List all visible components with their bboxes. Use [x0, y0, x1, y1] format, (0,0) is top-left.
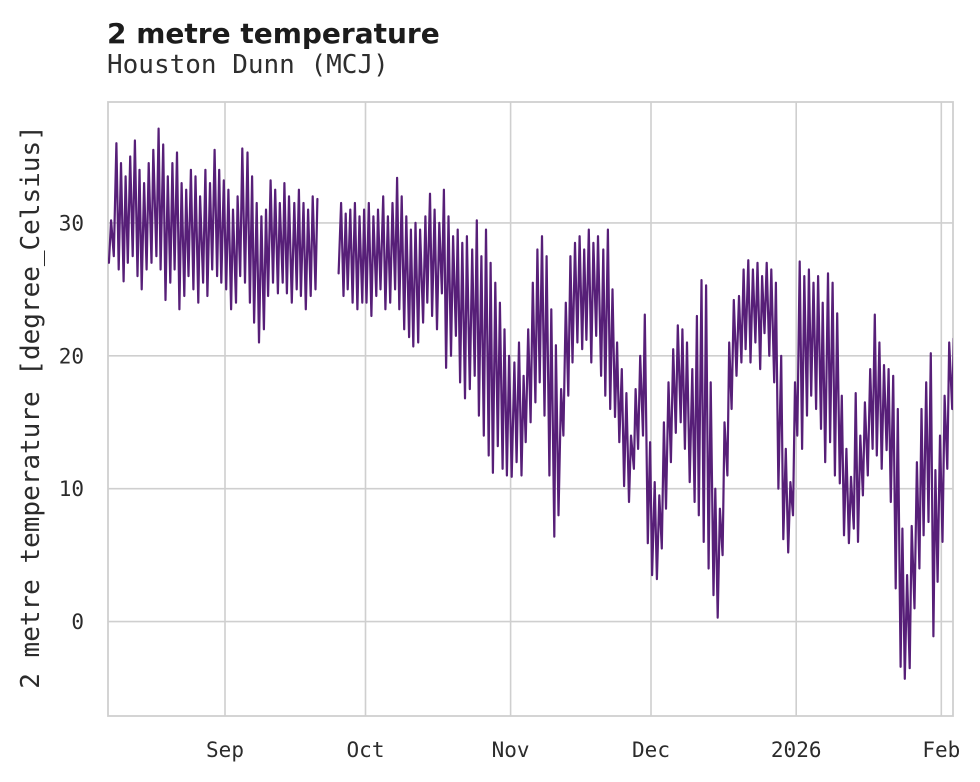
y-tick-label: 10: [59, 477, 84, 501]
x-tick-label: Oct: [347, 738, 385, 762]
chart-subtitle: Houston Dunn (MCJ): [107, 50, 389, 80]
y-tick-label: 20: [59, 344, 84, 368]
chart-title: 2 metre temperature: [107, 17, 440, 50]
x-tick-label: Sep: [206, 738, 244, 762]
y-tick-label: 0: [71, 610, 84, 634]
x-tick-label: Nov: [492, 738, 530, 762]
x-tick-label: Dec: [632, 738, 670, 762]
x-tick-label: 2026: [771, 738, 822, 762]
y-tick-label: 30: [59, 211, 84, 235]
x-tick-label: Feb: [922, 738, 960, 762]
temperature-series-line: [108, 127, 953, 680]
